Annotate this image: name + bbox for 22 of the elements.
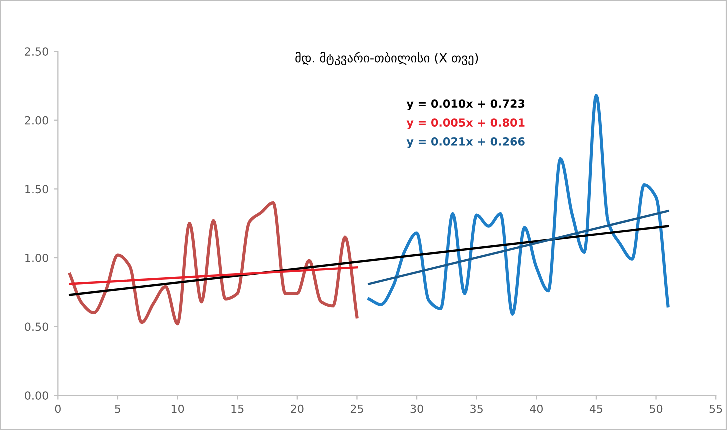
x-tick-label: 50 (650, 404, 663, 414)
x-tick-label: 0 (55, 404, 61, 414)
y-tick-label: 2.50 (25, 48, 48, 56)
x-tick-label: 15 (232, 404, 244, 414)
y-tick-label: 1.00 (26, 254, 48, 262)
x-tick-label: 45 (590, 404, 603, 414)
y-tick-label: 0.50 (25, 322, 48, 332)
x-tick-label: 10 (172, 404, 184, 414)
x-tick-label: 20 (291, 404, 304, 414)
x-tick-label: 40 (530, 404, 543, 414)
y-tick-label: 0.00 (25, 392, 48, 400)
x-tick-label: 25 (350, 404, 364, 414)
text: y = 0.010x + 0.723 (406, 100, 525, 110)
text: y = 0.005x + 0.801 (406, 118, 525, 130)
x-tick-label: 55 (710, 404, 722, 414)
x-tick-label: 5 (115, 404, 121, 414)
y-tick-label: 1.50 (26, 185, 48, 194)
x-tick-label: 35 (470, 404, 483, 414)
text: y = 0.021x + 0.266 (406, 137, 525, 148)
y-tick-label: 2.00 (25, 116, 48, 125)
chart-title: მდ. მტკვარი-თბილისი (X თვე) (296, 52, 478, 66)
x-tick-label: 30 (410, 404, 424, 414)
